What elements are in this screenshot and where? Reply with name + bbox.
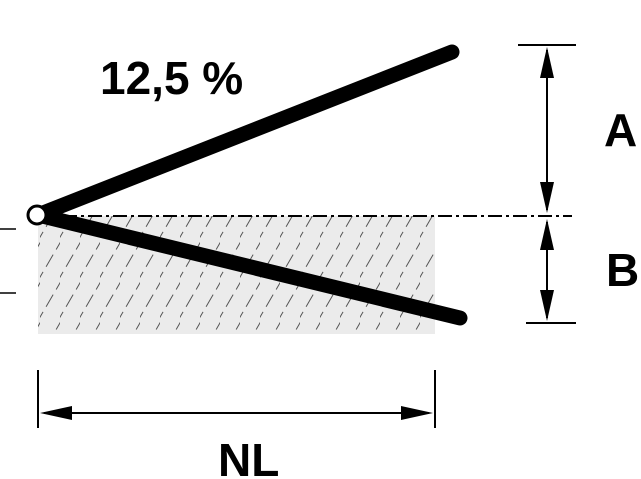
pivot-point [28,206,46,224]
dim-b-arrow-bottom [540,290,554,321]
nl-arrow-right [401,406,433,420]
dim-b-arrow-top [540,219,554,250]
dimension-b-label: B [606,244,639,296]
dim-a-arrow-bottom [540,182,554,213]
slope-label: 12,5 % [100,52,243,104]
dimension-a-label: A [604,104,637,156]
nl-label: NL [218,434,279,479]
nl-arrow-left [40,406,72,420]
dim-a-arrow-top [540,47,554,78]
